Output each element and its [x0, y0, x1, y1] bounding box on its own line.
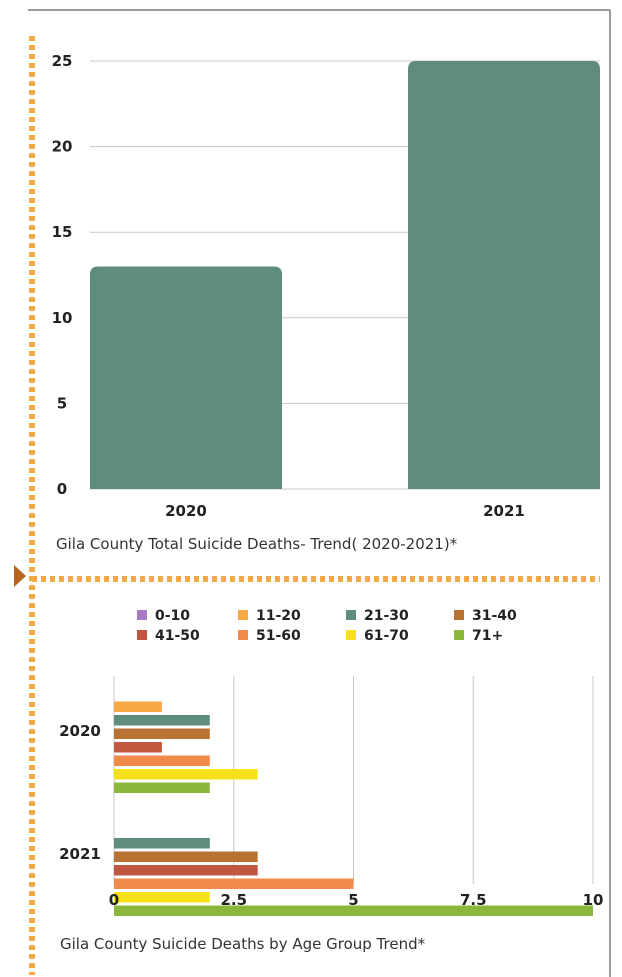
chart1-category-label: 2020 [165, 502, 207, 520]
chart2-legend-label: 31-40 [472, 608, 517, 624]
chart1-bar [90, 266, 282, 489]
chart2-bars [114, 701, 593, 916]
chart2-bar [114, 755, 210, 766]
chart2-gridlines [113, 676, 594, 884]
chart2-category-label: 2020 [59, 722, 101, 740]
chart2-category-labels: 2020 2021 [59, 722, 101, 863]
chart2-legend-swatch [454, 630, 464, 640]
age-group-chart: 0-10 11-20 21-30 31-40 41-50 51-60 61-70 71+ 20… [59, 608, 603, 953]
chart2-bar [114, 701, 162, 712]
chart1-category-label: 2021 [483, 502, 525, 520]
chart2-legend-swatch [454, 610, 464, 620]
chart1-y-tick-label: 15 [52, 223, 73, 241]
chart2-legend-swatch [137, 630, 147, 640]
chart2-legend-swatch [137, 610, 147, 620]
chart2-x-tick-label: 10 [583, 891, 604, 909]
chart2-x-tick-label: 5 [348, 891, 358, 909]
chart2-bar [114, 782, 210, 793]
chart1-bar [408, 61, 600, 489]
chart2-legend-swatch [346, 630, 356, 640]
chart2-x-tick-label: 0 [109, 891, 119, 909]
chart2-legend-label: 0-10 [155, 608, 190, 624]
chart1-bars [90, 61, 600, 489]
chart2-bar [114, 851, 258, 862]
chart2-legend-label: 41-50 [155, 628, 200, 644]
chart2-bar [114, 715, 210, 726]
chart2-legend-label: 71+ [472, 628, 503, 644]
total-deaths-chart: 0 5 10 15 20 25 2020 2021 Gila County Total Su… [52, 52, 600, 553]
chart2-bar [114, 742, 162, 753]
chart2-legend-label: 61-70 [364, 628, 409, 644]
chart2-bar [114, 892, 210, 903]
chart2-legend-label: 51-60 [256, 628, 301, 644]
chart1-y-tick-label: 20 [52, 138, 73, 156]
chart1-y-tick-label: 25 [52, 52, 73, 70]
chart1-category-labels: 2020 2021 [165, 502, 525, 520]
chart2-x-tick-label: 7.5 [460, 891, 487, 909]
chart2-caption: Gila County Suicide Deaths by Age Group … [60, 935, 426, 953]
chart1-y-tick-label: 10 [52, 309, 73, 327]
chart2-legend-label: 11-20 [256, 608, 301, 624]
chart1-y-tick-label: 5 [57, 394, 67, 412]
chart2-legend-swatch [238, 630, 248, 640]
chart1-caption: Gila County Total Suicide Deaths- Trend(… [56, 535, 458, 553]
section-arrow-icon [14, 565, 26, 587]
chart2-bar [114, 769, 258, 780]
chart2-x-tick-labels: 0 2.5 5 7.5 10 [109, 891, 604, 909]
chart2-bar [114, 905, 593, 916]
chart2-legend-label: 21-30 [364, 608, 409, 624]
chart2-legend-swatch [346, 610, 356, 620]
chart1-y-tick-labels: 0 5 10 15 20 25 [52, 52, 73, 498]
chart2-legend: 0-10 11-20 21-30 31-40 41-50 51-60 61-70 71+ [137, 608, 517, 644]
chart1-y-tick-label: 0 [57, 480, 67, 498]
chart2-bar [114, 865, 258, 876]
chart2-bar [114, 878, 354, 889]
chart2-bar [114, 838, 210, 849]
chart2-legend-swatch [238, 610, 248, 620]
chart2-bar [114, 728, 210, 739]
chart2-category-label: 2021 [59, 845, 101, 863]
chart2-x-tick-label: 2.5 [220, 891, 247, 909]
